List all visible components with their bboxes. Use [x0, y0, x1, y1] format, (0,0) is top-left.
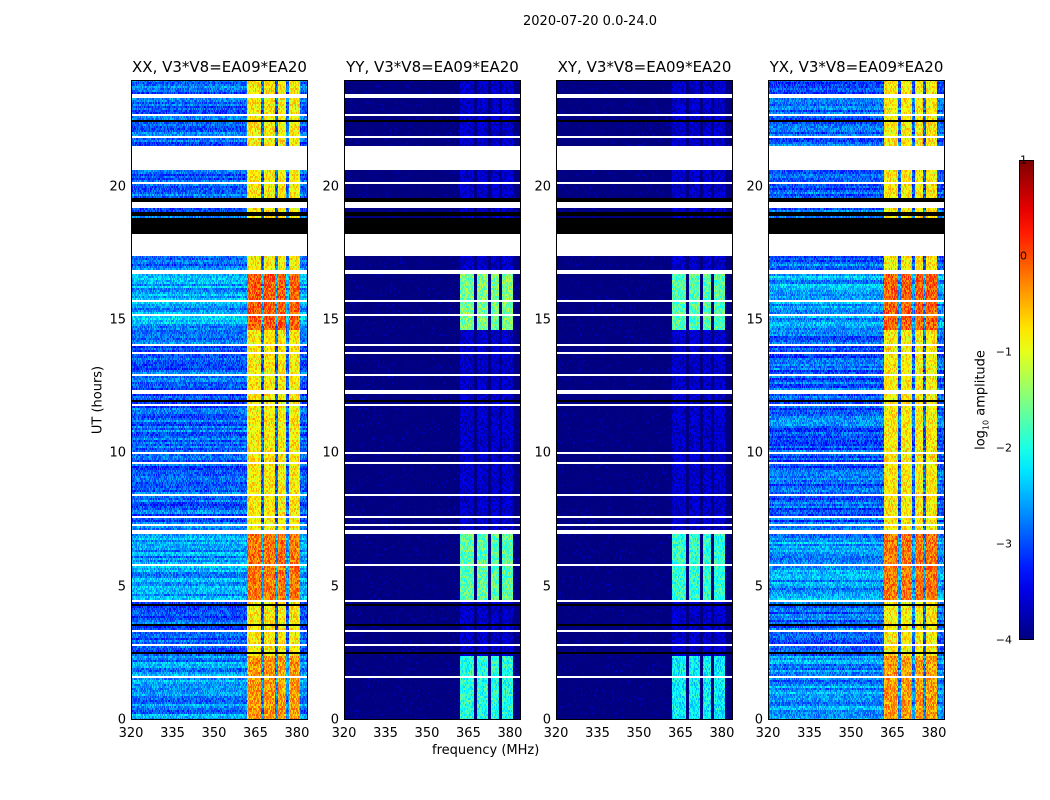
x-tick-label: 350	[626, 726, 652, 741]
x-tick-label: 320	[118, 726, 144, 741]
x-tick-label: 320	[755, 726, 781, 741]
panel-title: XX, V3*V8=EA09*EA20	[132, 58, 307, 76]
heatmap-image	[768, 80, 945, 720]
colorbar-tick-label: −2	[995, 441, 1012, 455]
y-tick-label: 20	[746, 179, 763, 195]
axes-frame	[344, 80, 521, 720]
panel-title: XY, V3*V8=EA09*EA20	[557, 58, 732, 76]
x-tick-label: 335	[797, 726, 822, 741]
waterfall-panel-2: XY, V3*V8=EA09*EA20 320 335 350 365 380 0 5 10 15…	[534, 58, 734, 741]
x-tick-label: 350	[414, 726, 440, 741]
colorbar-tick-label: −3	[995, 537, 1012, 551]
x-tick-label: 335	[373, 726, 398, 741]
x-tick-label: 335	[585, 726, 610, 741]
y-tick-label: 10	[109, 445, 126, 461]
x-axis-label: frequency (MHz)	[432, 743, 540, 758]
colorbar	[1019, 160, 1034, 640]
colorbar-label-tail: amplitude	[973, 350, 989, 420]
x-tick-label: 350	[838, 726, 864, 741]
waterfall-panel-1: YY, V3*V8=EA09*EA20 320 335 350 365 380 0 5 10 15…	[322, 58, 522, 741]
axes-frame	[131, 80, 308, 720]
colorbar-tick-label: −4	[995, 633, 1012, 647]
y-tick-label: 15	[322, 312, 339, 328]
y-tick-label: 20	[322, 179, 339, 195]
x-tick-label: 380	[284, 726, 310, 741]
colorbar-tick-label: −1	[995, 345, 1012, 359]
y-tick-label: 5	[754, 579, 763, 595]
waterfall-panel-3: YX, V3*V8=EA09*EA20 320 335 350 365 380 0 5 10 15…	[746, 58, 946, 741]
heatmap-image	[131, 80, 308, 720]
y-tick-label: 20	[109, 179, 126, 195]
x-tick-label: 335	[160, 726, 185, 741]
heatmap-image	[344, 80, 521, 720]
axes-frame	[768, 80, 945, 720]
y-tick-label: 0	[330, 712, 339, 728]
y-tick-label: 15	[746, 312, 763, 328]
y-tick-label: 5	[542, 579, 551, 595]
x-tick-label: 365	[456, 726, 481, 741]
y-axis-label: UT (hours)	[90, 365, 106, 435]
heatmap-image	[556, 80, 733, 720]
y-tick-label: 10	[746, 445, 763, 461]
y-tick-label: 5	[330, 579, 339, 595]
x-tick-label: 320	[331, 726, 357, 741]
panel-title: YX, V3*V8=EA09*EA20	[769, 58, 944, 76]
y-tick-label: 20	[534, 179, 551, 195]
y-tick-label: 0	[542, 712, 551, 728]
x-tick-label: 365	[243, 726, 268, 741]
x-tick-label: 380	[921, 726, 947, 741]
panel-title: YY, V3*V8=EA09*EA20	[346, 58, 519, 76]
y-tick-label: 0	[117, 712, 126, 728]
colorbar-tick-label: 0	[1020, 249, 1027, 263]
figure-title: 2020-07-20 0.0-24.0	[523, 14, 657, 29]
y-tick-label: 15	[109, 312, 126, 328]
x-tick-label: 320	[543, 726, 569, 741]
axes-frame	[556, 80, 733, 720]
y-tick-label: 15	[534, 312, 551, 328]
colorbar-label: log10 amplitude	[974, 350, 991, 450]
waterfall-panel-0: XX, V3*V8=EA09*EA20 320 335 350 365 380 0 5 10 15…	[109, 58, 309, 741]
colorbar-label-sub: 10	[981, 419, 991, 431]
colorbar-tick-label: 1	[1020, 153, 1027, 167]
colorbar-label-main: log	[973, 430, 989, 450]
x-tick-label: 365	[880, 726, 905, 741]
x-tick-label: 380	[497, 726, 523, 741]
y-tick-label: 10	[534, 445, 551, 461]
y-tick-label: 10	[322, 445, 339, 461]
x-tick-label: 380	[709, 726, 735, 741]
x-tick-label: 365	[668, 726, 693, 741]
x-tick-label: 350	[201, 726, 227, 741]
y-tick-label: 0	[754, 712, 763, 728]
y-tick-label: 5	[117, 579, 126, 595]
